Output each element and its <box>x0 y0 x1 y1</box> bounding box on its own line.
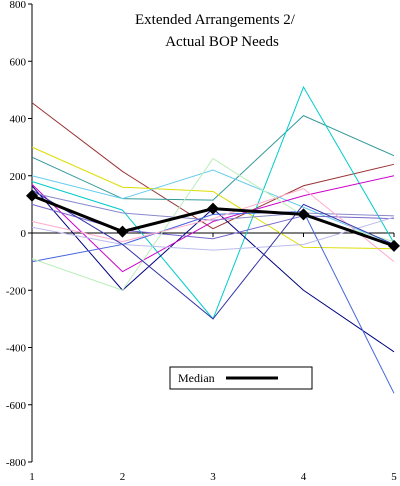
y-tick-label: 800 <box>10 0 27 11</box>
y-ticks: -800 -600 -400 -200 0 200 400 600 800 <box>6 0 32 469</box>
legend: Median <box>169 366 313 390</box>
x-tick-label: 1 <box>29 471 35 483</box>
x-tick-label: 4 <box>301 471 307 483</box>
series-line-2 <box>31 115 395 201</box>
y-tick-label: -400 <box>6 343 27 355</box>
median-marker <box>207 202 219 215</box>
series-line-11 <box>31 188 395 263</box>
x-tick-label: 5 <box>391 471 397 483</box>
chart-title-line-1: Extended Arrangements 2/ <box>135 12 296 28</box>
series-line-4 <box>31 169 395 245</box>
series-line-13 <box>31 216 395 251</box>
series-line-7 <box>31 175 395 273</box>
series-line-3 <box>31 146 395 250</box>
median-marker <box>26 189 38 202</box>
series-line-1 <box>31 102 395 230</box>
series-layer <box>31 85 395 394</box>
x-tick-label: 3 <box>210 471 216 483</box>
y-tick-label: 0 <box>21 228 27 240</box>
y-tick-label: -600 <box>6 400 27 412</box>
x-tick-label: 2 <box>120 471 126 483</box>
y-tick-label: 600 <box>10 56 27 68</box>
chart-title: Extended Arrangements 2/ Actual BOP Need… <box>135 12 296 50</box>
y-tick-label: 400 <box>10 114 27 126</box>
legend-label-median: Median <box>178 371 215 385</box>
series-line-12 <box>31 157 395 291</box>
median-marker <box>388 239 400 252</box>
series-line-8 <box>31 192 395 221</box>
median-marker <box>297 208 310 221</box>
y-tick-label: -800 <box>6 457 27 469</box>
y-tick-label: -200 <box>6 285 27 297</box>
median-marker <box>116 225 129 238</box>
y-tick-label: 200 <box>10 171 27 183</box>
median-layer <box>26 189 400 252</box>
series-line-10 <box>31 203 395 240</box>
x-ticks: 1 2 3 4 5 <box>29 233 397 483</box>
series-line-14 <box>31 189 395 320</box>
chart-title-line-2: Actual BOP Needs <box>165 34 279 50</box>
